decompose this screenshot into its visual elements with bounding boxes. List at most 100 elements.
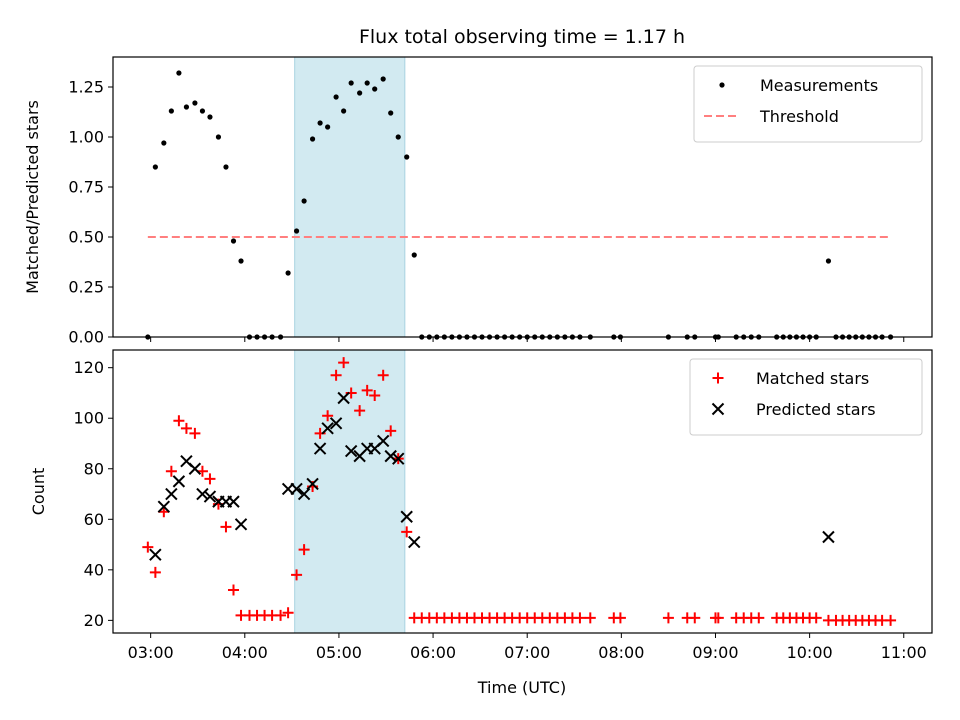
y-axis-label: Count bbox=[29, 468, 48, 516]
data-point bbox=[196, 487, 209, 501]
legend: Measurements Threshold bbox=[693, 65, 923, 143]
legend-label: Predicted stars bbox=[756, 400, 876, 419]
data-point bbox=[204, 473, 216, 485]
data-point bbox=[275, 609, 287, 621]
data-point bbox=[330, 369, 342, 381]
data-point bbox=[227, 495, 240, 508]
plot-frame bbox=[112, 56, 933, 338]
data-point bbox=[223, 164, 229, 170]
data-point bbox=[215, 134, 222, 140]
y-tick-label: 0.00 bbox=[68, 328, 104, 347]
data-point bbox=[337, 391, 350, 405]
y-tick-label: 20 bbox=[84, 611, 104, 630]
data-point bbox=[285, 270, 291, 276]
data-point bbox=[357, 90, 363, 96]
data-point bbox=[290, 482, 303, 496]
data-point bbox=[238, 258, 244, 264]
data-point bbox=[220, 521, 232, 533]
data-point bbox=[293, 228, 300, 234]
data-point bbox=[404, 154, 410, 160]
data-point bbox=[291, 569, 303, 581]
panel-count: 20 40 60 80 100 120 03:00 04:00 05:00 06:00 07:00 0… bbox=[29, 349, 933, 662]
data-point bbox=[380, 76, 386, 82]
data-point bbox=[321, 422, 334, 435]
y-axis-label: Matched/Predicted stars bbox=[23, 100, 42, 294]
data-point bbox=[168, 108, 174, 114]
data-point bbox=[333, 94, 339, 100]
y-tick-label: 1.25 bbox=[68, 78, 104, 97]
data-point bbox=[297, 487, 311, 501]
data-point bbox=[188, 462, 202, 475]
legend-marker bbox=[712, 372, 724, 384]
shaded-observing-span bbox=[294, 56, 406, 338]
data-point bbox=[810, 612, 822, 624]
data-point bbox=[329, 417, 343, 430]
data-point bbox=[317, 120, 323, 126]
data-point bbox=[712, 612, 724, 624]
legend-label: Threshold bbox=[759, 107, 839, 126]
data-point bbox=[165, 465, 177, 477]
data-point bbox=[176, 70, 182, 76]
chart-title: Flux total observing time = 1.17 h bbox=[359, 26, 685, 48]
data-point bbox=[173, 415, 185, 427]
legend: Matched stars Predicted stars bbox=[689, 358, 923, 436]
x-tick-label: 05:00 bbox=[316, 643, 362, 662]
y-tick-label: 40 bbox=[84, 560, 104, 579]
data-point bbox=[574, 612, 586, 624]
data-point bbox=[614, 612, 626, 624]
data-point bbox=[388, 110, 394, 116]
legend-marker bbox=[711, 402, 725, 416]
data-point bbox=[662, 612, 674, 624]
data-point bbox=[825, 258, 832, 264]
legend-marker bbox=[719, 82, 725, 88]
data-point bbox=[408, 535, 421, 549]
y-tick-label: 100 bbox=[73, 409, 104, 428]
data-point bbox=[372, 86, 378, 92]
data-point bbox=[344, 444, 358, 458]
data-point bbox=[203, 490, 217, 503]
data-point bbox=[385, 425, 397, 437]
data-point bbox=[152, 164, 158, 170]
data-point bbox=[369, 389, 381, 401]
data-point bbox=[298, 544, 310, 556]
data-point bbox=[392, 452, 405, 465]
data-point bbox=[361, 384, 373, 396]
data-point bbox=[192, 100, 198, 106]
legend-label: Measurements bbox=[760, 76, 878, 95]
data-point bbox=[325, 124, 331, 130]
data-point bbox=[282, 607, 294, 619]
data-point bbox=[234, 518, 248, 531]
y-tick-label: 0.25 bbox=[68, 278, 104, 297]
series-predicted-stars bbox=[149, 391, 835, 561]
data-point bbox=[183, 104, 190, 110]
data-point bbox=[885, 614, 897, 626]
data-point bbox=[364, 80, 370, 86]
data-point bbox=[395, 134, 401, 140]
x-tick-label: 10:00 bbox=[787, 643, 833, 662]
x-tick-label: 06:00 bbox=[410, 643, 456, 662]
data-point bbox=[341, 108, 347, 114]
data-point bbox=[376, 434, 390, 448]
data-point bbox=[822, 530, 835, 544]
data-point bbox=[189, 427, 201, 439]
legend-box bbox=[693, 65, 923, 143]
data-point bbox=[313, 442, 327, 455]
data-point bbox=[227, 584, 239, 596]
data-point bbox=[354, 405, 366, 417]
data-point bbox=[230, 238, 237, 244]
data-point bbox=[400, 510, 413, 523]
data-point bbox=[411, 252, 417, 258]
x-tick-label: 09:00 bbox=[692, 643, 738, 662]
y-tick-label: 1.00 bbox=[68, 128, 104, 147]
data-point bbox=[401, 526, 413, 538]
panel-ratio: 0.00 0.25 0.50 0.75 1.00 1.25 Matched/Predicte… bbox=[23, 56, 933, 347]
x-tick-label: 07:00 bbox=[504, 643, 550, 662]
legend-label: Matched stars bbox=[756, 369, 869, 388]
data-point bbox=[322, 410, 334, 422]
data-point bbox=[348, 80, 354, 86]
y-tick-label: 0.50 bbox=[68, 228, 104, 247]
data-point bbox=[207, 114, 213, 120]
x-tick-label: 03:00 bbox=[128, 643, 174, 662]
x-tick-label: 08:00 bbox=[598, 643, 644, 662]
